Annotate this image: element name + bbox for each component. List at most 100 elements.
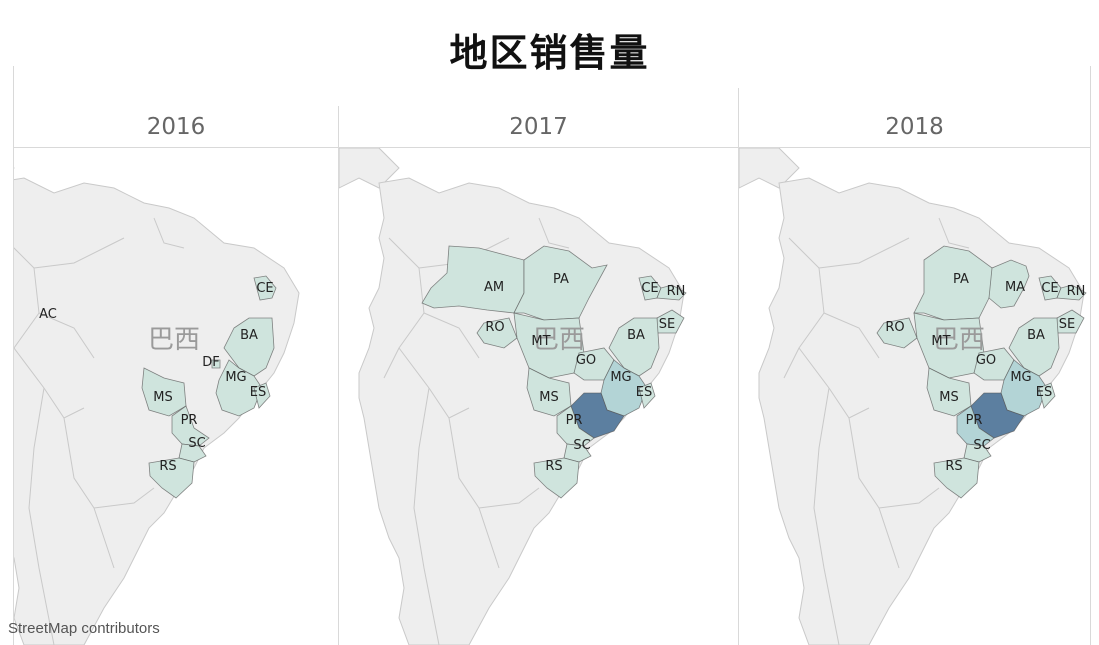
country-border [818,237,910,269]
state-rs[interactable] [933,457,980,499]
state-label-ro: RO [485,320,504,335]
state-label-go: GO [976,353,996,368]
country-border [28,387,55,645]
state-label-ba: BA [627,328,645,343]
state-es[interactable] [253,382,271,409]
state-ms[interactable] [141,367,187,417]
country-label: 巴西 [933,325,985,355]
map-layer: 巴西 AM PA CE RN SE RO MT BA GO MG ES MS PR SC RS [339,148,687,645]
state-ms[interactable] [526,367,572,417]
land-mass [339,148,400,189]
frame-right [1090,66,1091,645]
land-mass [739,148,800,189]
state-label-pa: PA [953,272,969,287]
state-df[interactable] [211,359,221,369]
state-label-ce: CE [641,281,658,296]
state-label-pr: PR [966,413,983,428]
map-panel-2018[interactable]: 巴西 PA MA CE RN SE RO MT BA GO MG ES MS PR SC RS [739,148,1090,645]
chart-title: 地区销售量 [449,31,650,75]
state-am[interactable] [421,245,525,314]
country-border [478,487,540,509]
state-es[interactable] [638,382,656,409]
map-layer: 巴西 PA MA CE RN SE RO MT BA GO MG ES MS PR SC RS [739,148,1087,645]
state-rn[interactable] [1056,284,1087,301]
map-svg-2017: 巴西 AM PA CE RN SE RO MT BA GO MG ES MS PR SC RS [339,148,738,645]
country-label: 巴西 [533,325,585,355]
state-label-ba: BA [240,328,258,343]
state-label-rs: RS [545,459,562,474]
state-ba[interactable] [223,317,275,377]
state-label-ac: AC [39,307,57,322]
map-panel-2017[interactable]: 巴西 AM PA CE RN SE RO MT BA GO MG ES MS PR SC RS [339,148,738,645]
state-ba[interactable] [1008,317,1060,377]
country-border [38,312,95,359]
state-sc[interactable] [178,443,207,463]
state-sc[interactable] [563,443,592,463]
divider-1 [338,106,339,645]
country-border [813,387,840,645]
country-border [938,217,970,249]
country-border [538,217,570,249]
country-border [93,487,155,509]
state-label-df: DF [202,355,220,370]
state-label-es: ES [636,385,652,400]
state-pr[interactable] [556,405,595,447]
country-border [63,417,115,569]
state-rn[interactable] [656,284,687,301]
state-label-mt: MT [931,334,950,349]
state-es[interactable] [1038,382,1056,409]
state-label-ms: MS [539,390,558,405]
state-label-mt: MT [531,334,550,349]
country-border [398,347,470,419]
state-pr[interactable] [171,405,210,447]
state-ce[interactable] [253,275,277,301]
state-label-ro: RO [885,320,904,335]
state-label-rn: RN [1067,284,1086,299]
state-label-ce: CE [256,281,273,296]
state-label-ba: BA [1027,328,1045,343]
state-label-pr: PR [566,413,583,428]
map-panel-2016[interactable]: 巴西 AC CE BA DF MG ES MS PR SC RS [14,148,338,645]
state-ro[interactable] [876,317,918,349]
state-label-go: GO [576,353,596,368]
state-rs[interactable] [148,457,195,499]
state-label-se: SE [1059,317,1075,332]
country-border [823,312,880,359]
map-svg-2016: 巴西 AC CE BA DF MG ES MS PR SC RS [14,148,338,645]
country-border [423,312,480,359]
state-pr[interactable] [956,405,995,447]
state-label-mg: MG [610,370,631,385]
header-rule [13,147,1091,148]
year-header-2017: 2017 [509,114,568,140]
state-pa[interactable] [913,245,1008,321]
state-label-rs: RS [159,459,176,474]
state-pa[interactable] [513,245,608,321]
state-ms[interactable] [926,367,972,417]
map-layer: 巴西 AC CE BA DF MG ES MS PR SC RS [14,167,300,645]
country-border [14,347,85,419]
country-border [448,417,500,569]
state-label-mg: MG [1010,370,1031,385]
state-label-pr: PR [181,413,198,428]
state-label-sc: SC [973,438,990,453]
state-label-ce: CE [1041,281,1058,296]
year-header-2016: 2016 [146,114,206,140]
state-label-rn: RN [667,284,686,299]
country-border [33,237,125,269]
state-label-pa: PA [553,272,569,287]
country-border [798,347,870,419]
state-ro[interactable] [476,317,518,349]
state-ma[interactable] [988,259,1030,309]
country-border [153,217,185,249]
state-label-es: ES [1036,385,1052,400]
country-border [878,487,940,509]
country-label: 巴西 [148,325,200,355]
state-rs[interactable] [533,457,580,499]
state-label-sc: SC [573,438,590,453]
state-sc[interactable] [963,443,992,463]
state-label-ms: MS [153,390,172,405]
country-border [848,417,900,569]
year-header-2018: 2018 [885,114,944,140]
map-svg-2018: 巴西 PA MA CE RN SE RO MT BA GO MG ES MS PR SC RS [739,148,1090,645]
state-ba[interactable] [608,317,660,377]
